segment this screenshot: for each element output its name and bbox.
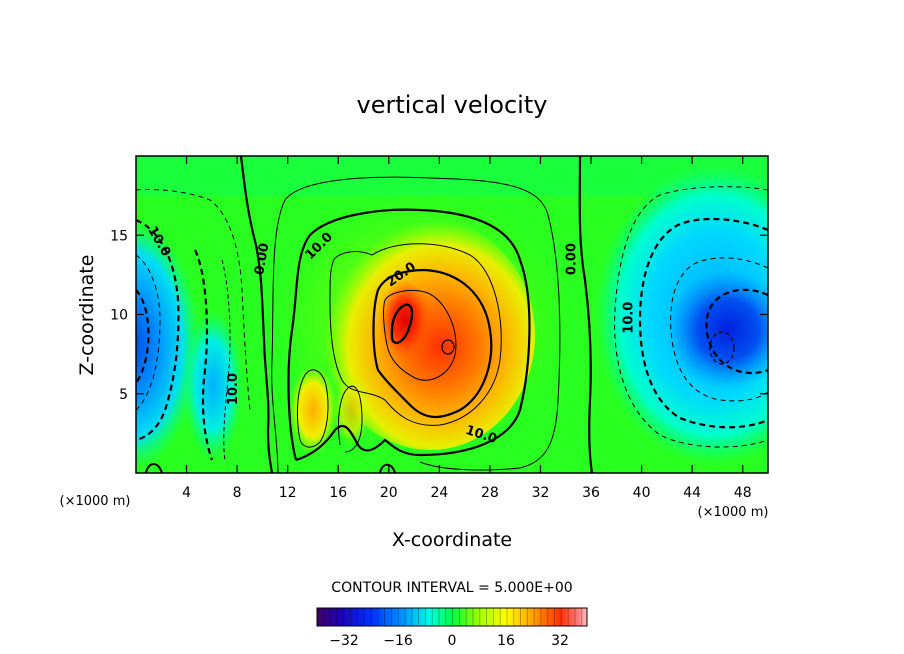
contour-20-updraft bbox=[372, 268, 493, 418]
downdraft-right-core bbox=[666, 270, 768, 390]
colorbar-tick-label: −32 bbox=[329, 633, 359, 649]
contour-30-updraft bbox=[390, 303, 414, 344]
contour-10-neg-left bbox=[136, 218, 180, 442]
x-axis: 4 8 12 16 20 24 28 32 36 40 44 48 bbox=[182, 156, 752, 501]
colorbar-tick-label: 0 bbox=[448, 633, 457, 649]
updraft-field bbox=[325, 220, 535, 450]
downdraft-left-strip bbox=[183, 310, 243, 460]
colorbar-ticks: −32 −16 0 16 32 bbox=[329, 633, 569, 649]
updraft-lobe-b bbox=[334, 375, 370, 445]
contour-interval: CONTOUR INTERVAL = 5.000E+00 bbox=[331, 580, 572, 596]
contour-label: 10.0 bbox=[226, 373, 241, 405]
contour-20-neg-right bbox=[705, 288, 768, 375]
contour-zero-right bbox=[578, 156, 594, 473]
contour-5-updraft bbox=[271, 176, 561, 473]
y-tick-label: 15 bbox=[110, 228, 128, 244]
contour-10-lobe-a bbox=[296, 369, 329, 448]
contour-5-neg-left bbox=[136, 189, 251, 411]
contour-neg-strip-a bbox=[194, 249, 214, 461]
contour-lines bbox=[136, 156, 768, 473]
contour-label: 0.00 bbox=[565, 243, 580, 275]
contour-10-neg-right bbox=[638, 217, 768, 429]
x-tick-label: 44 bbox=[683, 485, 701, 501]
contour-15-updraft bbox=[329, 243, 502, 426]
contour-zero-left bbox=[239, 156, 274, 473]
contour-label: 0.00 bbox=[252, 242, 272, 276]
y-tick-label: 10 bbox=[110, 308, 128, 324]
contour-neg-strip-b bbox=[221, 259, 231, 461]
contour-25-neg-right bbox=[709, 331, 735, 365]
x-tick-label: 24 bbox=[430, 485, 448, 501]
contour-25-updraft bbox=[383, 289, 457, 381]
x-tick-label: 32 bbox=[532, 485, 550, 501]
x-tick-label: 4 bbox=[182, 485, 191, 501]
x-axis-label: X-coordinate bbox=[392, 529, 512, 551]
x-tick-label: 28 bbox=[481, 485, 499, 501]
x-tick-label: 36 bbox=[582, 485, 600, 501]
downdraft-left bbox=[136, 220, 200, 470]
x-tick-label: 48 bbox=[734, 485, 752, 501]
colorbar-tick-label: 32 bbox=[551, 633, 569, 649]
colorbar-frame bbox=[316, 607, 588, 627]
x-tick-label: 16 bbox=[329, 485, 347, 501]
y-axis-label: Z-coordinate bbox=[76, 255, 98, 376]
x-tick-label: 20 bbox=[380, 485, 398, 501]
x-unit-right: (×1000 m) bbox=[698, 505, 769, 520]
colorbar: −32 −16 0 16 32 bbox=[316, 607, 588, 649]
contour-10-updraft bbox=[287, 208, 531, 462]
contour-15-neg-left bbox=[136, 254, 161, 411]
contour-25-secondary bbox=[441, 339, 455, 355]
y-tick-label: 5 bbox=[119, 387, 128, 403]
x-tick-label: 8 bbox=[233, 485, 242, 501]
contour-15-neg-right bbox=[670, 257, 768, 402]
contour-zero-bottom-a bbox=[145, 463, 163, 473]
contour-zero-bottom-b bbox=[379, 463, 396, 473]
x-tick-label: 40 bbox=[633, 485, 651, 501]
colorbar-stripes bbox=[317, 608, 587, 626]
contour-label: 10.0 bbox=[621, 302, 636, 334]
contour-20-neg-left bbox=[136, 289, 150, 384]
y-axis: 5 10 15 bbox=[110, 228, 768, 403]
x-unit-left: (×1000 m) bbox=[60, 494, 131, 509]
chart-title: vertical velocity bbox=[357, 91, 548, 119]
contour-5-neg-right bbox=[614, 186, 768, 448]
colorbar-tick-label: 16 bbox=[497, 633, 515, 649]
updraft-lobe-a bbox=[289, 365, 337, 455]
colorbar-tick-label: −16 bbox=[383, 633, 413, 649]
plot-area bbox=[136, 156, 768, 473]
x-tick-label: 12 bbox=[279, 485, 297, 501]
contour-15-lobe-b bbox=[337, 385, 363, 453]
